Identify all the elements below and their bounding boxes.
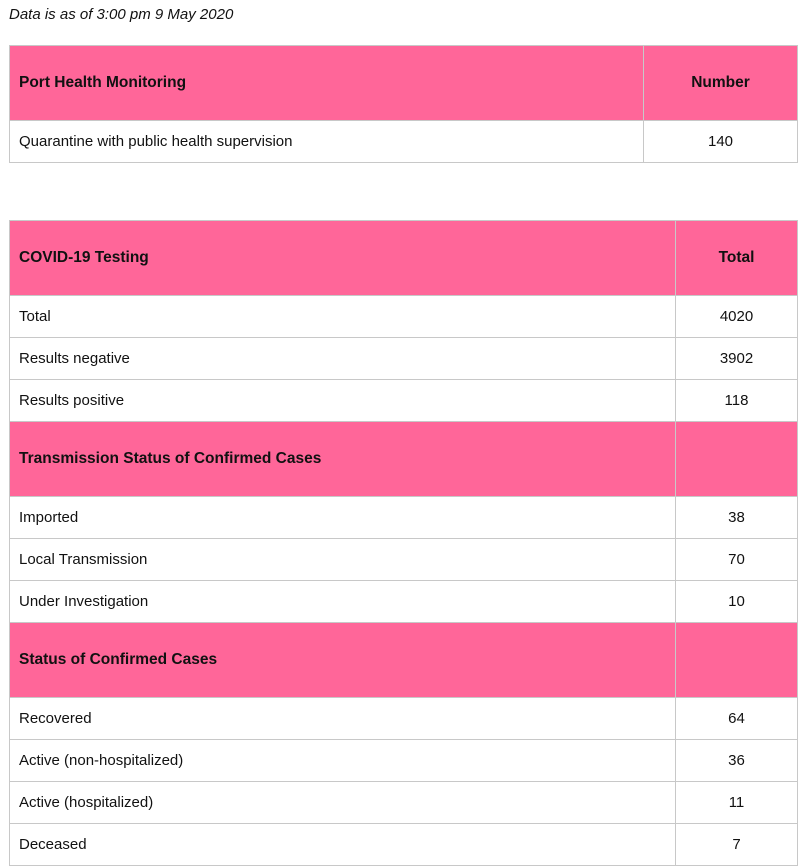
- row-value: 3902: [675, 337, 798, 380]
- row-label: Results positive: [9, 379, 676, 422]
- section-title: Port Health Monitoring: [9, 45, 644, 121]
- covid-testing-table: COVID-19 Testing Total Total 4020 Results…: [9, 220, 798, 866]
- table-header: Status of Confirmed Cases: [9, 622, 798, 698]
- row-label: Recovered: [9, 697, 676, 740]
- empty-header-cell: [675, 622, 798, 698]
- row-value: 36: [675, 739, 798, 782]
- section-title: COVID-19 Testing: [9, 220, 676, 296]
- table-row: Local Transmission 70: [9, 538, 798, 581]
- row-label: Results negative: [9, 337, 676, 380]
- row-value: 118: [675, 379, 798, 422]
- table-header: Port Health Monitoring Number: [9, 45, 798, 121]
- row-label: Quarantine with public health supervisio…: [9, 120, 644, 163]
- table-row: Active (hospitalized) 11: [9, 781, 798, 824]
- row-value: 140: [643, 120, 798, 163]
- column-header: Total: [675, 220, 798, 296]
- empty-header-cell: [675, 421, 798, 497]
- section-title: Status of Confirmed Cases: [9, 622, 676, 698]
- row-label: Active (non-hospitalized): [9, 739, 676, 782]
- row-label: Under Investigation: [9, 580, 676, 623]
- table-header: COVID-19 Testing Total: [9, 220, 798, 296]
- table-header: Transmission Status of Confirmed Cases: [9, 421, 798, 497]
- row-value: 7: [675, 823, 798, 866]
- row-label: Local Transmission: [9, 538, 676, 581]
- row-value: 38: [675, 496, 798, 539]
- row-label: Imported: [9, 496, 676, 539]
- table-row: Deceased 7: [9, 823, 798, 866]
- row-label: Total: [9, 295, 676, 338]
- table-row: Results negative 3902: [9, 337, 798, 380]
- row-value: 10: [675, 580, 798, 623]
- table-row: Recovered 64: [9, 697, 798, 740]
- table-row: Imported 38: [9, 496, 798, 539]
- row-label: Active (hospitalized): [9, 781, 676, 824]
- table-row: Total 4020: [9, 295, 798, 338]
- row-value: 4020: [675, 295, 798, 338]
- section-title: Transmission Status of Confirmed Cases: [9, 421, 676, 497]
- row-value: 11: [675, 781, 798, 824]
- data-timestamp: Data is as of 3:00 pm 9 May 2020: [9, 6, 234, 23]
- row-value: 64: [675, 697, 798, 740]
- table-row: Active (non-hospitalized) 36: [9, 739, 798, 782]
- port-health-table: Port Health Monitoring Number Quarantine…: [9, 45, 798, 163]
- row-value: 70: [675, 538, 798, 581]
- column-header: Number: [643, 45, 798, 121]
- table-row: Quarantine with public health supervisio…: [9, 120, 798, 163]
- row-label: Deceased: [9, 823, 676, 866]
- table-row: Results positive 118: [9, 379, 798, 422]
- table-row: Under Investigation 10: [9, 580, 798, 623]
